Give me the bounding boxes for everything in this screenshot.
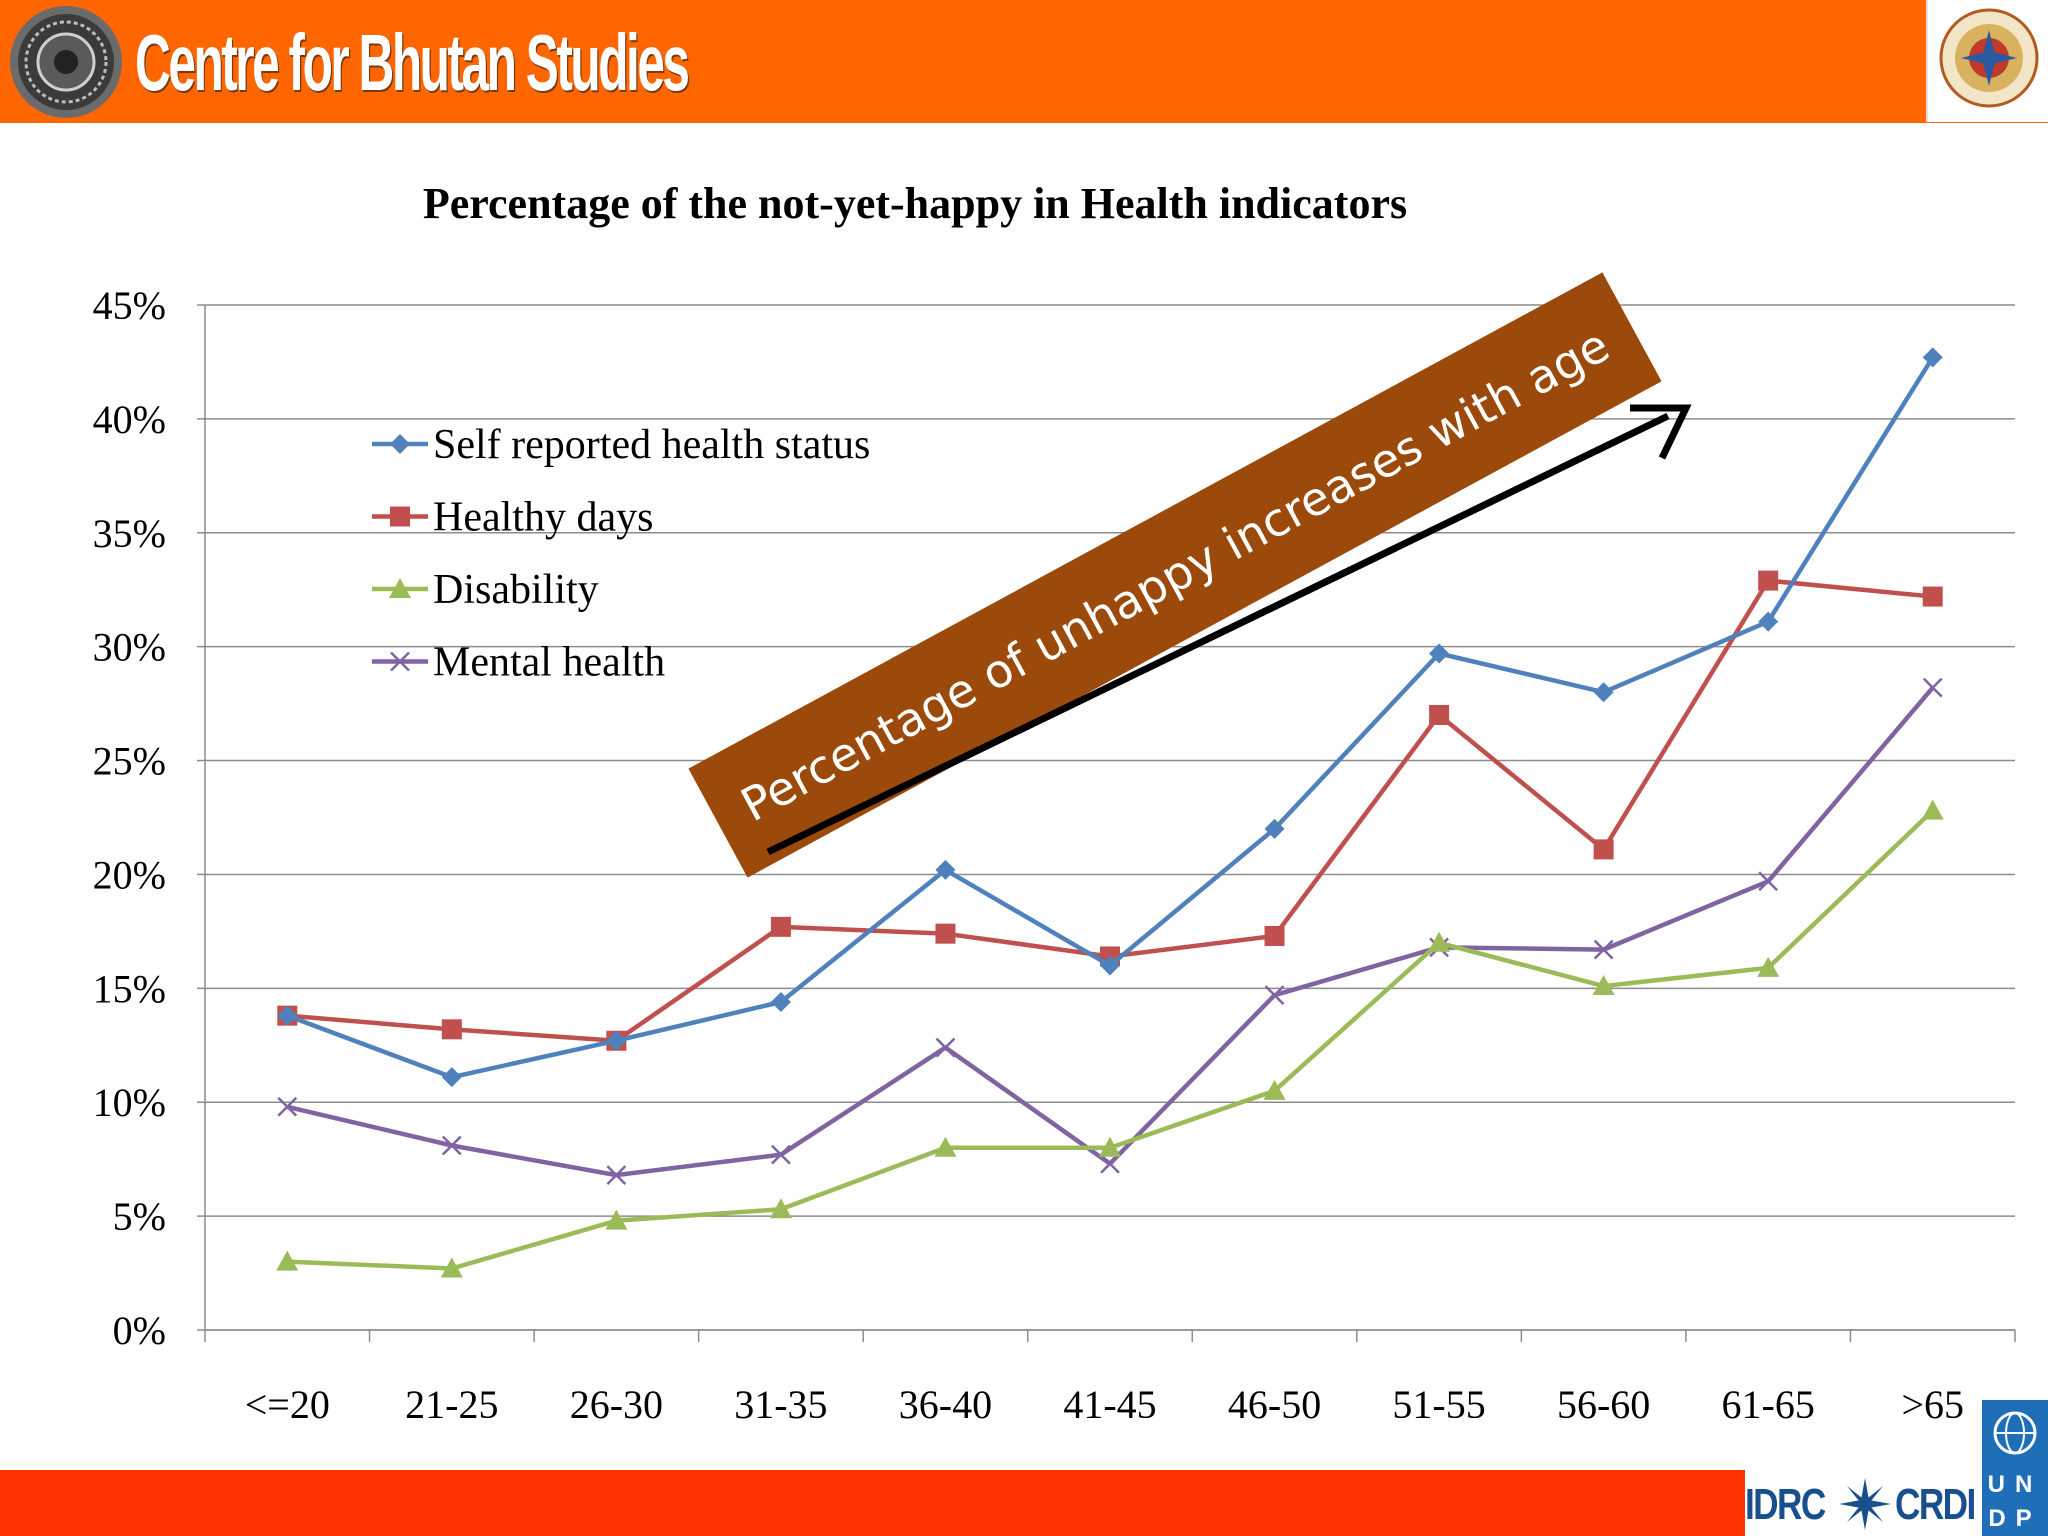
y-tick-label: 20% [93,852,166,897]
y-tick-label: 10% [93,1080,166,1125]
legend-entry: Disability [372,567,599,613]
data-point [277,1096,298,1117]
data-point [1922,677,1943,698]
y-tick-label: 35% [93,511,166,556]
data-point [934,1136,957,1157]
data-point [440,1257,463,1278]
series-group [277,347,1943,1088]
header-bar: Centre for Bhutan Studies [0,0,2048,123]
y-tick-label: 45% [93,283,166,328]
data-point [935,859,956,880]
data-point [1922,586,1943,607]
footer-bar [0,1470,1745,1536]
data-point [605,1209,628,1230]
organization-name: Centre for Bhutan Studies [135,18,690,107]
data-point [1921,799,1944,820]
data-point [1428,931,1451,952]
undp-logo: UN DP [1982,1400,2048,1536]
data-point [1758,871,1779,892]
data-point [1429,643,1450,664]
data-point [935,1037,956,1058]
idrc-crdi-logo: IDRC CRDI [1745,1470,1978,1536]
data-point [606,1030,627,1051]
annotation-banner: Percentage of unhappy increases with age [688,272,1662,878]
data-point [1264,818,1285,839]
data-point [1263,1079,1286,1100]
x-tick-label: 36-40 [899,1382,992,1427]
data-point [1264,985,1285,1006]
data-point [1758,570,1779,591]
legend-label: Mental health [433,640,665,686]
x-tick-label: 26-30 [570,1382,663,1427]
y-tick-label: 40% [93,397,166,442]
data-point [1099,1136,1121,1157]
legend-entry: Healthy days [372,495,653,541]
data-point [1264,925,1285,946]
y-tick-label: 30% [93,625,166,670]
data-point [1593,839,1614,860]
data-point [1922,347,1943,368]
series-line [287,809,1935,1271]
undp-bottom-letters: DP [1988,1505,2042,1532]
y-tick-label: 25% [93,739,166,784]
data-point [441,1067,462,1088]
data-point [935,923,956,944]
data-point [769,1198,792,1219]
series-group [277,677,1943,1185]
data-point [277,1005,298,1026]
data-point [770,916,791,937]
data-point [390,506,410,527]
y-tick-label: 5% [113,1194,166,1239]
data-point [1429,705,1450,725]
x-tick-label: 31-35 [734,1382,827,1427]
data-point [1593,682,1614,703]
globe-icon [1993,1411,2037,1455]
data-point [390,434,410,454]
x-tick-label: 41-45 [1063,1382,1156,1427]
idrc-label: IDRC [1745,1480,1826,1529]
data-point [1100,955,1120,976]
data-point [771,1144,791,1165]
star-icon [1839,1478,1891,1530]
royal-seal-logo [1926,0,2048,122]
x-tick-label: <=20 [245,1382,330,1427]
legend-label: Disability [433,567,599,613]
x-tick-label: 46-50 [1228,1382,1321,1427]
legend-entry: Self reported health status [372,422,870,468]
data-point [1758,611,1779,632]
data-point [1757,956,1780,977]
data-point [1592,975,1615,996]
royal-seal-icon [1939,8,2039,108]
data-point [770,992,791,1012]
trend-arrowhead [1630,404,1692,460]
line-chart: 0% 5% 10% 15% 20% 25% 30% 35% 40% 45% <=20 21-25 26-… [93,272,2016,1427]
x-tick-label: 56-60 [1557,1382,1650,1427]
y-tick-label: 15% [93,966,166,1011]
x-tick-label: >65 [1901,1382,1964,1427]
legend-label: Healthy days [433,495,653,541]
series-group [276,799,1944,1278]
crdi-label: CRDI [1895,1480,1976,1529]
undp-top-letters: UN [1987,1471,2043,1498]
data-point [1593,939,1614,960]
trend-arrow-line [766,412,1670,856]
legend-entry: Mental health [372,640,665,686]
legend-label: Self reported health status [433,422,870,468]
x-tick-label: 61-65 [1722,1382,1815,1427]
data-point [390,651,410,672]
data-point [606,1165,627,1185]
banner-background [688,272,1662,878]
data-point [1100,1153,1120,1174]
chart-title: Percentage of the not-yet-happy in Healt… [422,179,1408,228]
dharma-wheel-icon [10,6,122,118]
undp-letters: UN DP [1982,1468,2048,1536]
data-point [276,1250,299,1271]
y-tick-label: 0% [113,1308,166,1353]
data-point [389,578,411,598]
data-point [441,1019,462,1040]
x-tick-label: 51-55 [1392,1382,1485,1427]
data-point [441,1135,462,1156]
x-tick-label: 21-25 [405,1382,498,1427]
